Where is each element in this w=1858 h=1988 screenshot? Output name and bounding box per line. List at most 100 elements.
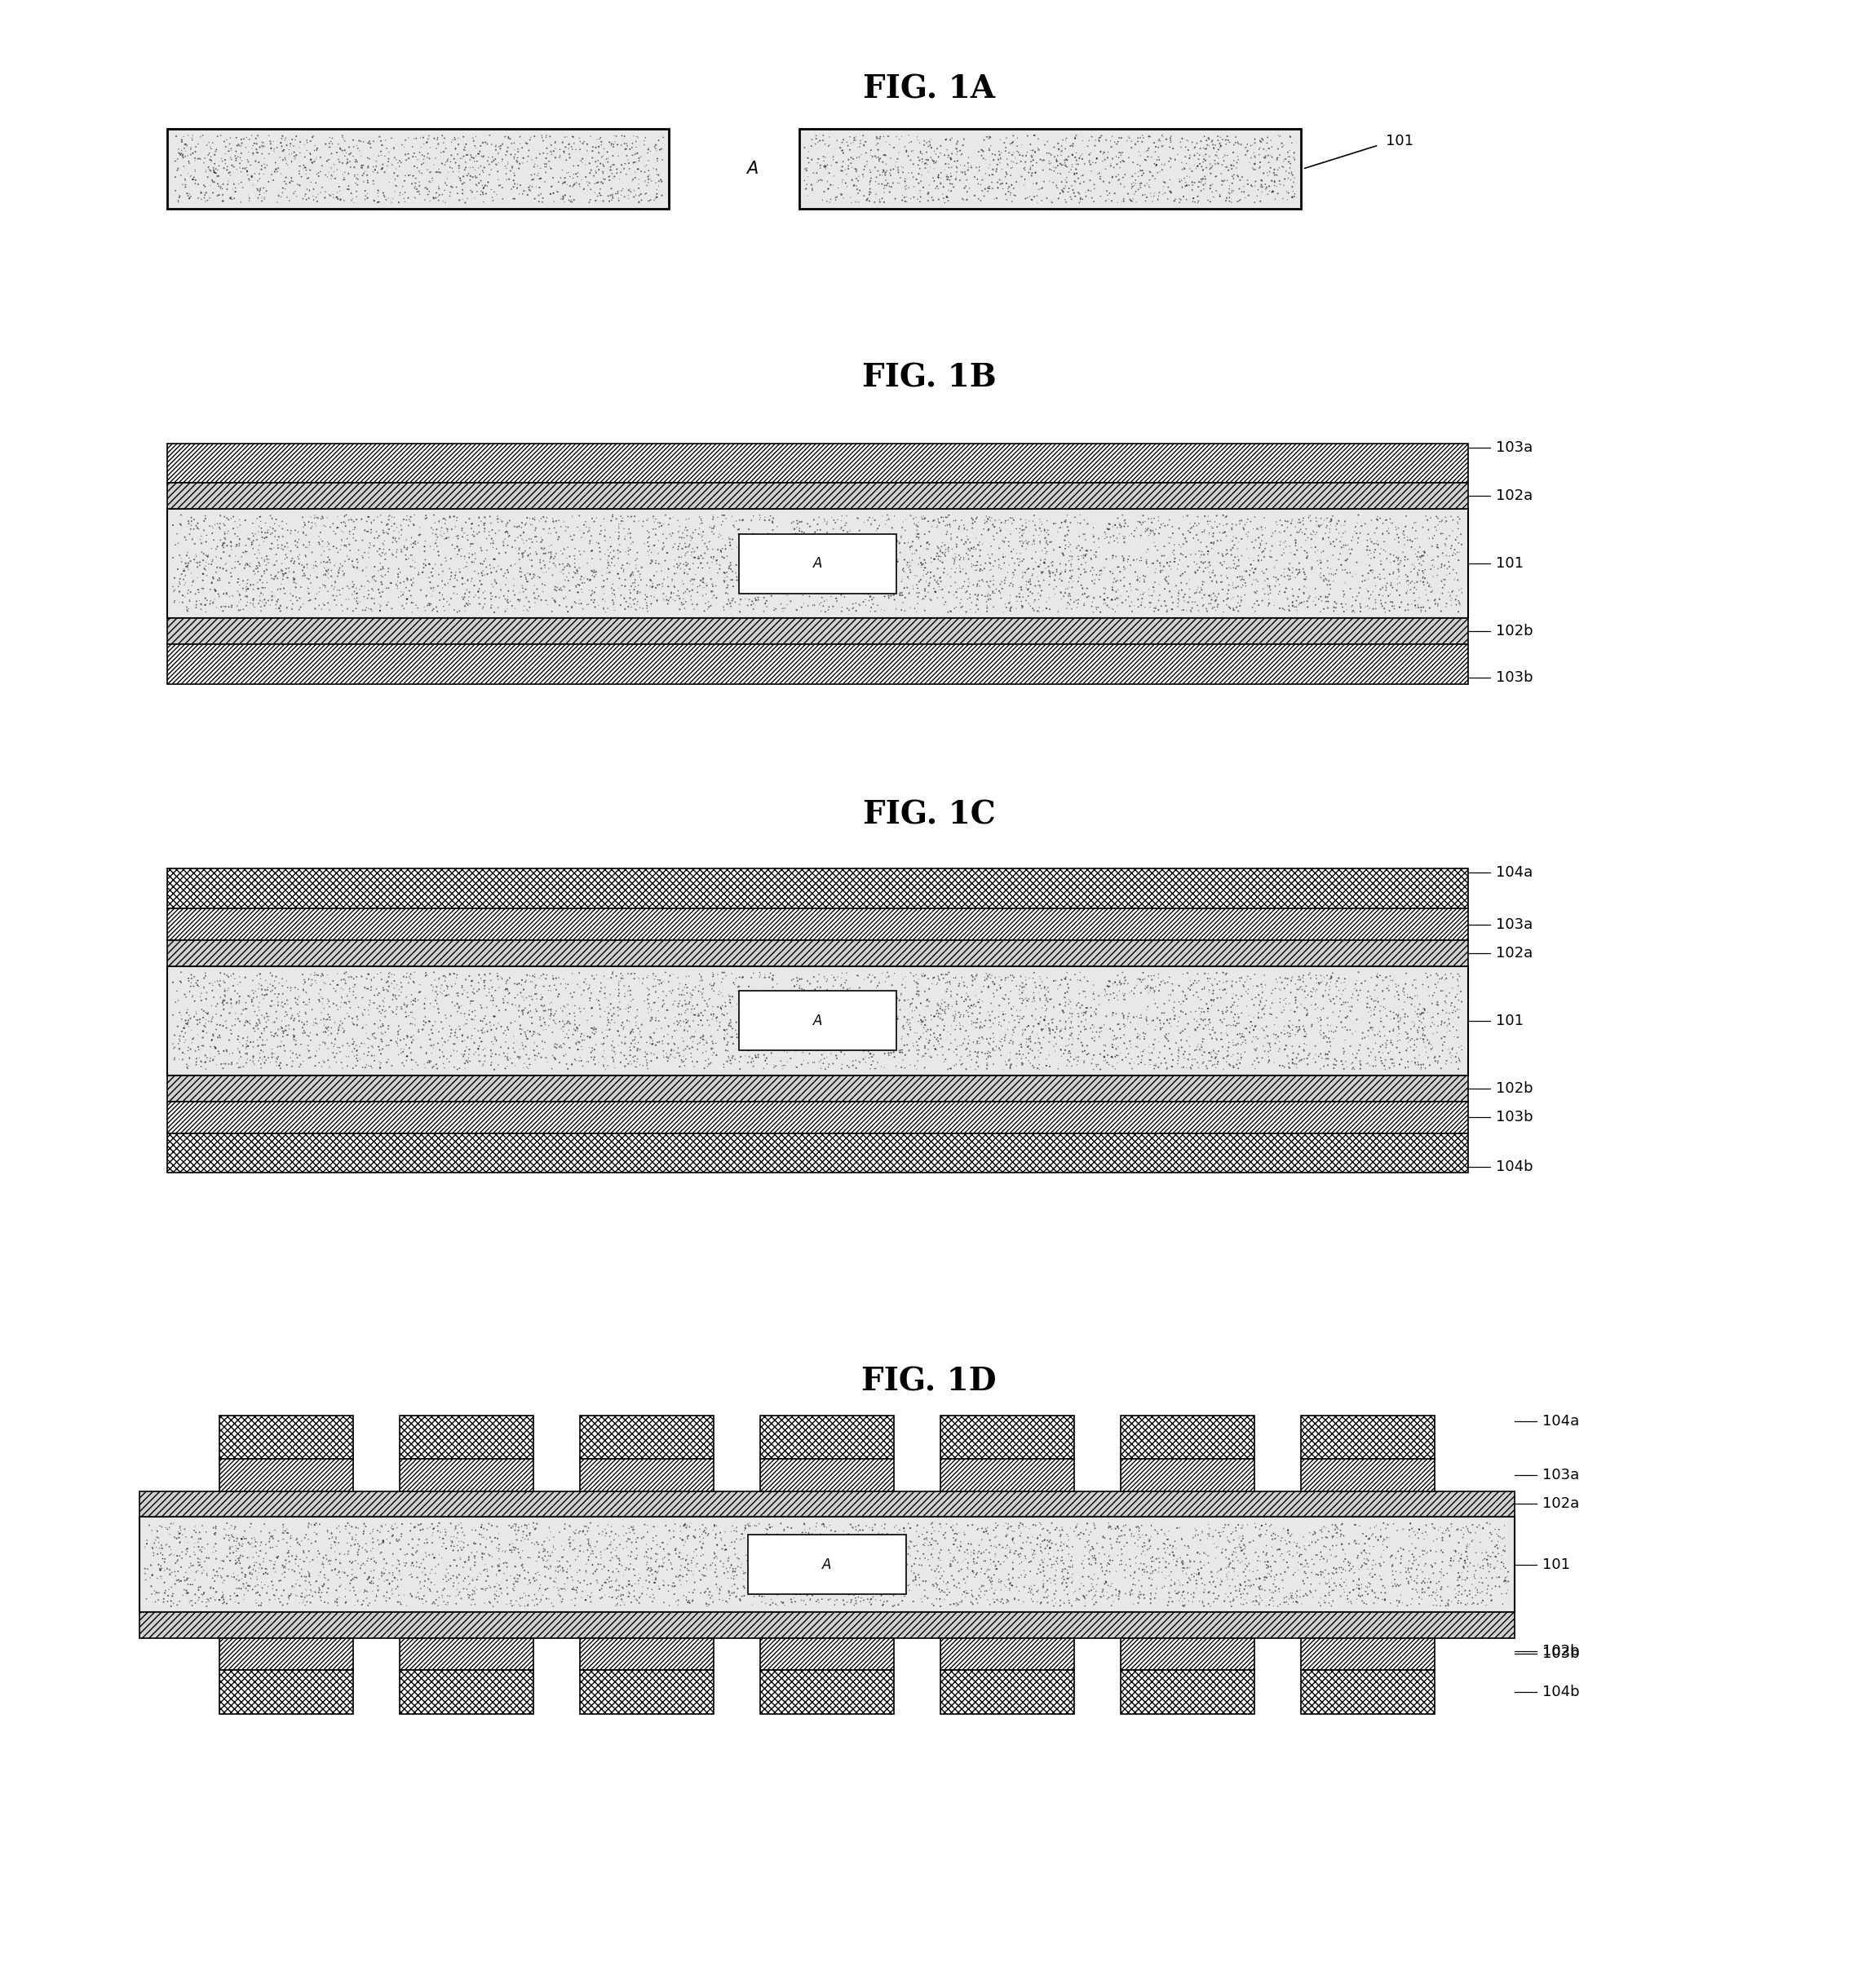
Point — [273, 181, 303, 213]
Point — [1377, 569, 1407, 600]
Point — [912, 1517, 942, 1549]
Point — [879, 153, 909, 185]
Point — [821, 582, 851, 614]
Point — [1444, 1527, 1473, 1559]
Point — [214, 1561, 243, 1592]
Point — [1280, 561, 1310, 592]
Point — [308, 1549, 338, 1580]
Point — [178, 523, 208, 555]
Point — [656, 1547, 686, 1578]
Point — [1154, 561, 1184, 592]
Point — [377, 1509, 407, 1541]
Point — [591, 978, 621, 1010]
Point — [849, 1044, 879, 1076]
Point — [996, 519, 1026, 551]
Point — [431, 1565, 461, 1596]
Point — [803, 972, 832, 1004]
Point — [366, 1048, 396, 1079]
Point — [197, 165, 227, 197]
Point — [424, 571, 453, 602]
Point — [500, 1028, 530, 1060]
Point — [1434, 976, 1464, 1008]
Point — [342, 145, 372, 177]
Point — [1204, 1036, 1234, 1068]
Point — [1256, 1034, 1286, 1066]
Point — [320, 1042, 349, 1074]
Point — [1397, 565, 1427, 596]
Point — [1473, 1573, 1503, 1604]
Point — [1152, 1590, 1182, 1622]
Point — [466, 569, 496, 600]
Point — [1113, 1527, 1143, 1559]
Point — [504, 1533, 533, 1565]
Point — [264, 968, 294, 1000]
Point — [907, 547, 936, 579]
Point — [1141, 163, 1171, 195]
Point — [1061, 958, 1091, 990]
Point — [524, 1038, 554, 1070]
Point — [1163, 1576, 1193, 1608]
Point — [962, 1582, 992, 1614]
Point — [1427, 962, 1457, 994]
Point — [299, 960, 329, 992]
Point — [483, 503, 513, 535]
Point — [1319, 1048, 1349, 1079]
Point — [630, 579, 660, 610]
Point — [461, 129, 491, 161]
Point — [1472, 1563, 1501, 1594]
Point — [455, 163, 485, 195]
Point — [201, 153, 230, 185]
Point — [713, 1036, 743, 1068]
Point — [832, 129, 862, 161]
Point — [992, 1565, 1022, 1596]
Point — [528, 577, 557, 608]
Point — [478, 173, 507, 205]
Point — [422, 531, 451, 563]
Point — [1262, 143, 1291, 175]
Point — [829, 1561, 858, 1592]
Point — [405, 1567, 435, 1598]
Point — [1258, 1584, 1288, 1616]
Point — [1089, 588, 1119, 620]
Point — [1014, 984, 1044, 1016]
Point — [1427, 994, 1457, 1026]
Point — [193, 998, 223, 1030]
Point — [372, 1523, 401, 1555]
Point — [548, 1012, 578, 1044]
Point — [953, 183, 983, 215]
Point — [186, 177, 216, 209]
Point — [357, 1052, 386, 1083]
Point — [528, 1034, 557, 1066]
Point — [589, 1036, 619, 1068]
Point — [953, 571, 983, 602]
Point — [1150, 988, 1180, 1020]
Point — [1022, 167, 1052, 199]
Point — [873, 1576, 903, 1608]
Point — [221, 1533, 251, 1565]
Point — [712, 577, 741, 608]
Point — [485, 169, 515, 201]
Point — [520, 159, 550, 191]
Point — [1187, 994, 1217, 1026]
Point — [281, 545, 310, 577]
Point — [1000, 505, 1029, 537]
Point — [855, 958, 884, 990]
Point — [442, 1563, 472, 1594]
Point — [357, 974, 386, 1006]
Point — [816, 1022, 845, 1054]
Point — [652, 580, 682, 612]
Point — [201, 575, 230, 606]
Point — [515, 171, 544, 203]
Point — [942, 1571, 972, 1602]
Point — [515, 1543, 544, 1574]
Point — [1187, 539, 1217, 571]
Point — [392, 1030, 422, 1062]
Point — [1106, 1038, 1135, 1070]
Point — [1407, 565, 1436, 596]
Point — [1349, 1535, 1379, 1567]
Point — [464, 1557, 494, 1588]
Point — [916, 1014, 946, 1046]
Point — [569, 1020, 598, 1052]
Point — [595, 978, 624, 1010]
Point — [442, 1588, 472, 1620]
